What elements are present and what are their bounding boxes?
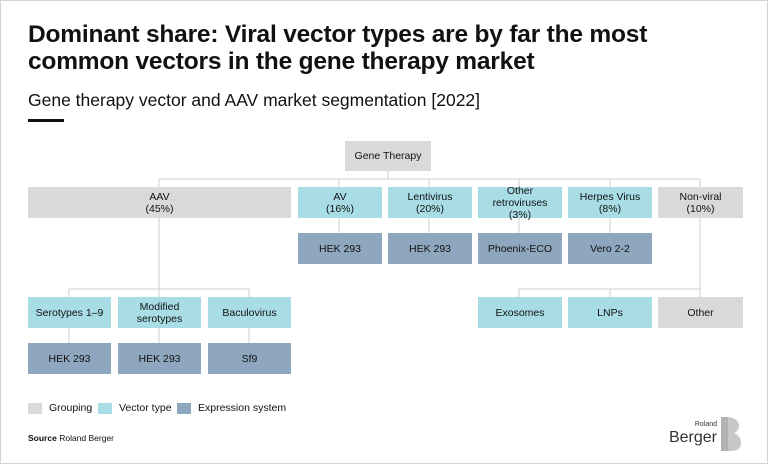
node-non-viral-name: Non-viral [679,190,722,203]
node-aav-name: AAV [149,190,170,203]
node-av: AV (16%) [298,187,382,218]
node-lentivirus-expression: HEK 293 [388,233,472,264]
legend-vector-type-label: Vector type [119,402,172,414]
node-lnps: LNPs [568,297,652,328]
node-lentivirus: Lentivirus (20%) [388,187,472,218]
node-other-retroviruses-name: Other retroviruses [492,184,548,209]
node-modified-expression-label: HEK 293 [138,352,181,365]
node-lentivirus-share: (20%) [415,202,444,215]
legend-expression-system: Expression system [177,402,286,414]
node-lentivirus-name: Lentivirus [407,190,453,203]
page-title: Dominant share: Viral vector types are b… [28,21,648,75]
node-serotypes-expression-label: HEK 293 [48,352,91,365]
node-serotypes-expression: HEK 293 [28,343,111,374]
node-av-expression: HEK 293 [298,233,382,264]
node-aav: AAV (45%) [28,187,291,218]
node-av-share: (16%) [325,202,354,215]
node-baculovirus-label: Baculovirus [222,306,277,319]
logo-big-text: Berger [668,429,717,446]
node-herpes-virus: Herpes Virus (8%) [568,187,652,218]
legend-grouping: Grouping [28,402,92,414]
node-exosomes: Exosomes [478,297,562,328]
node-herpes-expression: Vero 2-2 [568,233,652,264]
page-subtitle: Gene therapy vector and AAV market segme… [28,90,481,110]
node-av-name: AV [333,190,347,203]
node-retro-expression: Phoenix-ECO [478,233,562,264]
legend-vector-type-swatch [98,402,112,414]
node-exosomes-label: Exosomes [495,306,545,319]
node-non-viral-share: (10%) [686,202,715,215]
source-label: Source [28,433,57,443]
node-gene-therapy: Gene Therapy [345,141,431,171]
node-aav-share: (45%) [145,202,174,215]
node-other: Other [658,297,743,328]
legend-vector-type: Vector type [98,402,172,414]
logo-mark-icon [721,417,741,451]
node-herpes-expression-label: Vero 2-2 [590,242,630,255]
node-lnps-label: LNPs [597,306,623,319]
node-herpes-virus-name: Herpes Virus [579,190,641,203]
source-text: Roland Berger [59,433,115,443]
node-other-retroviruses: Other retroviruses (3%) [478,184,562,221]
legend-grouping-label: Grouping [49,402,93,414]
node-other-label: Other [687,306,714,319]
node-serotypes-label: Serotypes 1–9 [35,306,104,319]
node-gene-therapy-label: Gene Therapy [354,150,422,162]
node-av-expression-label: HEK 293 [318,242,362,255]
legend-expression-system-swatch [177,402,191,414]
node-modified-serotypes-label: Modified serotypes [136,300,183,325]
legend-grouping-swatch [28,402,42,414]
node-modified-serotypes: Modified serotypes [118,297,201,328]
node-baculovirus-expression: Sf9 [208,343,291,374]
node-other-retroviruses-share: (3%) [508,208,532,221]
node-serotypes: Serotypes 1–9 [28,297,111,328]
title-rule [28,119,64,122]
legend-expression-system-label: Expression system [198,402,287,414]
node-retro-expression-label: Phoenix-ECO [487,242,553,255]
logo-small-text: Roland [694,421,717,428]
node-baculovirus-expression-label: Sf9 [241,352,258,365]
node-herpes-virus-share: (8%) [598,202,622,215]
node-baculovirus: Baculovirus [208,297,291,328]
node-lentivirus-expression-label: HEK 293 [408,242,452,255]
node-non-viral: Non-viral (10%) [658,187,743,218]
node-modified-expression: HEK 293 [118,343,201,374]
roland-berger-logo: Roland Berger [669,415,745,453]
source-note: Source Roland Berger [28,433,114,443]
